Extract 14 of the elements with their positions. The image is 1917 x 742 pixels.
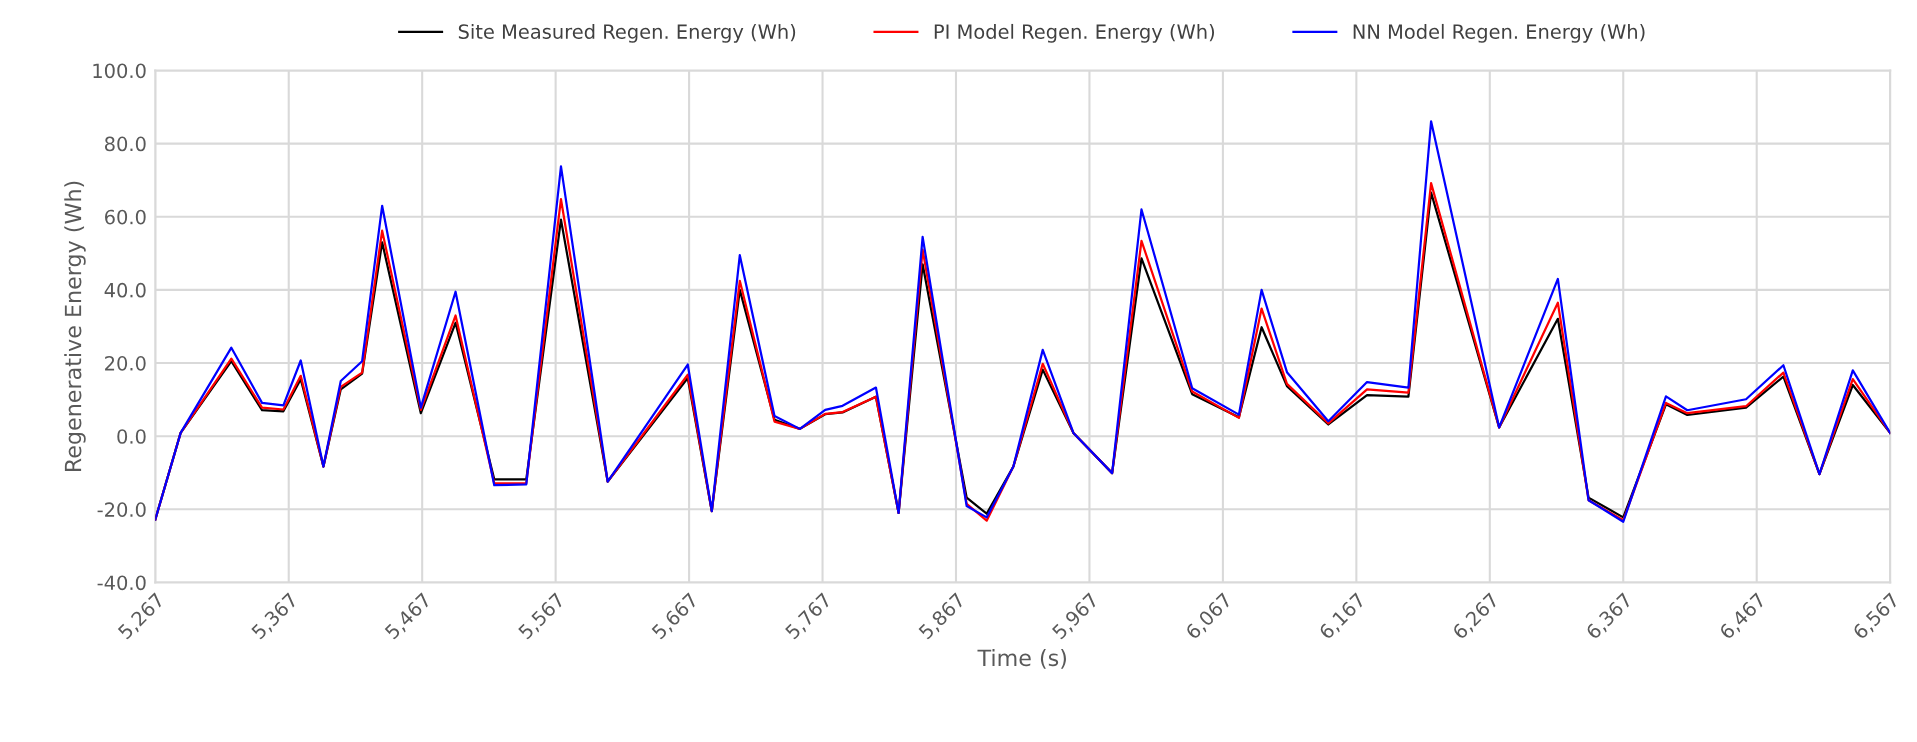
y-tick-label: 80.0 [104, 136, 146, 152]
y-tick-label: 60.0 [105, 209, 146, 225]
y-tick-label: -40.0 [97, 575, 146, 591]
y-tick-label: 100.0 [93, 63, 146, 79]
y-axis-title: Regenerative Energy (Wh) [64, 181, 86, 472]
legend-label: Site Measured Regen. Energy (Wh) [458, 23, 796, 43]
line-series [155, 120, 1891, 523]
y-tick-label: 40.0 [104, 282, 146, 298]
y-tick-label: -20.0 [97, 502, 146, 517]
legend-label: NN Model Regen. Energy (Wh) [1353, 23, 1645, 43]
y-tick-label: 20.0 [105, 356, 146, 371]
legend-label: PI Model Regen. Energy (Wh) [934, 23, 1215, 43]
x-axis-title: Time (s) [977, 649, 1066, 669]
y-tick-label: 0.0 [117, 429, 146, 444]
